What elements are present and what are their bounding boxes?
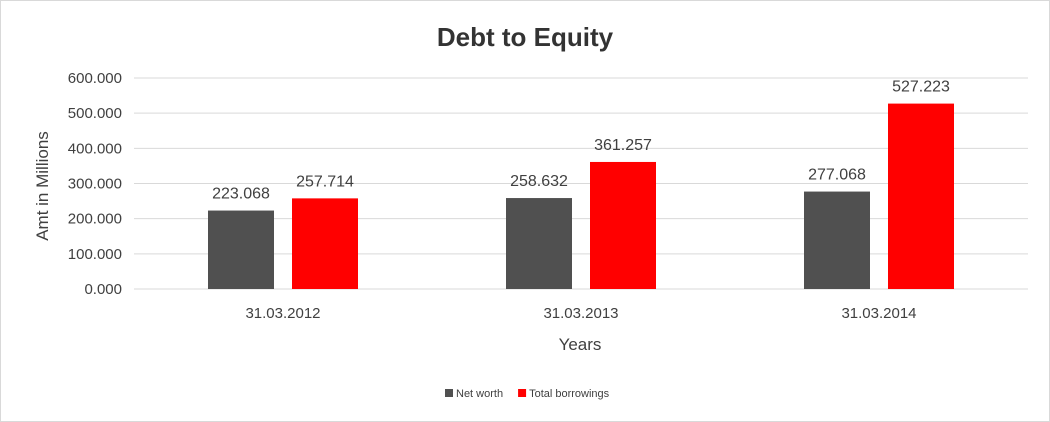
bar-net-worth [208,210,274,289]
bar-total-borrowings [888,103,954,289]
y-tick-label: 100.000 [68,246,122,263]
y-tick-label: 0.000 [84,281,122,298]
data-label: 258.632 [510,173,568,190]
x-tick-labels: 31.03.2012 31.03.2013 31.03.2014 [245,305,916,322]
bars [208,103,954,289]
legend-swatch [445,389,453,397]
bar-net-worth [804,191,870,289]
legend-label: Net worth [456,388,503,400]
data-labels: 223.068 257.714 258.632 361.257 277.068 527.2… [212,79,950,203]
y-tick-label: 200.000 [68,211,122,228]
data-label: 277.068 [808,167,866,184]
bar-total-borrowings [590,161,656,289]
gridlines [134,77,1028,290]
y-tick-label: 300.000 [68,176,122,193]
data-label: 527.223 [892,79,950,96]
bar-net-worth [506,198,572,289]
data-label: 223.068 [212,186,270,203]
chart-title: Debt to Equity [437,22,614,52]
bar-total-borrowings [292,198,358,289]
legend: Net worth Total borrowings [445,388,610,400]
x-axis-title: Years [559,335,602,354]
y-tick-labels: 0.000 100.000 200.000 300.000 400.000 500.000… [68,70,122,298]
x-tick-label: 31.03.2013 [543,305,618,322]
data-label: 257.714 [296,173,354,190]
legend-swatch [518,389,527,397]
y-axis-title: Amt in Millions [33,131,52,241]
x-tick-label: 31.03.2012 [245,305,320,322]
y-tick-label: 600.000 [68,70,122,87]
legend-label: Total borrowings [529,388,610,400]
data-label: 361.257 [594,137,652,154]
x-tick-label: 31.03.2014 [841,305,916,322]
y-tick-label: 400.000 [68,140,122,157]
y-tick-label: 500.000 [68,105,122,122]
